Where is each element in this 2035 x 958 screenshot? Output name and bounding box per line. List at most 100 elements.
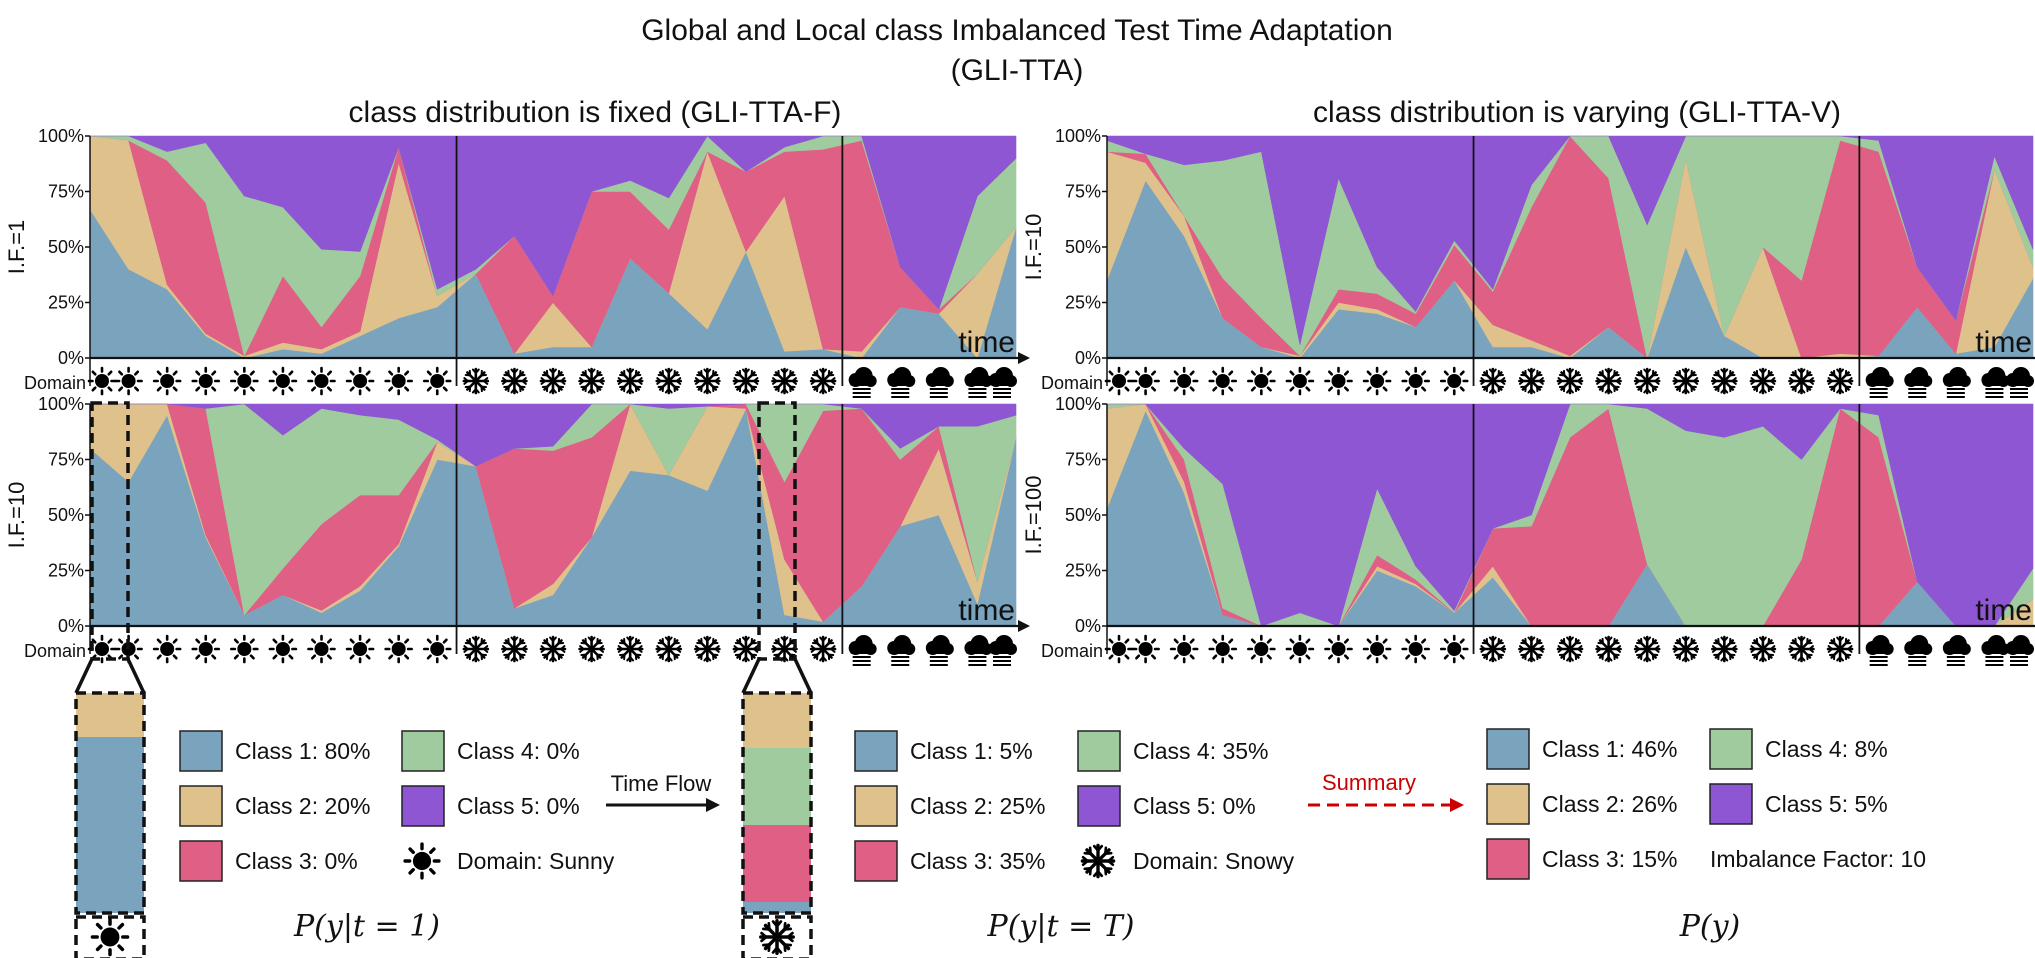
- snowflake-icon: [655, 367, 683, 395]
- snowflake-icon: [501, 635, 528, 663]
- rain-cloud-icon: [989, 635, 1017, 666]
- legend-swatch-c2: [179, 785, 223, 827]
- distribution-formula: P(y): [1679, 909, 1741, 944]
- zoom-bar-segment-c2: [743, 693, 811, 748]
- legend-legend_start: Class 1: 80% Class 2: 20% Class 3: 0% Class…: [179, 730, 615, 944]
- area-chart-tl: class distribution is fixed (GLI-TTA-F) 0…: [4, 96, 1030, 398]
- area-chart-br: 0% 25% 50% 75% 100% time I.F.=100 Domain: [1021, 394, 2035, 666]
- sun-icon: [384, 634, 413, 664]
- legend-domain-label: Domain: Sunny: [457, 848, 615, 874]
- snowflake-icon: [539, 635, 567, 663]
- x-axis-arrow: [1018, 620, 1030, 632]
- sun-icon: [1104, 366, 1134, 396]
- legend-swatch-c3: [179, 840, 223, 882]
- snowflake-icon: [1788, 635, 1815, 663]
- snowflake-icon: [771, 367, 798, 395]
- zoom-connector: [741, 658, 761, 694]
- y-tick-label: 50%: [1065, 237, 1101, 257]
- y-tick-label: 75%: [1065, 450, 1101, 470]
- rain-cloud-icon: [964, 367, 993, 398]
- sun-icon: [1285, 634, 1315, 664]
- sun-icon: [87, 366, 117, 396]
- snowflake-icon: [694, 367, 721, 395]
- sun-icon: [114, 366, 143, 396]
- y-tick-label: 75%: [48, 450, 84, 470]
- legend-label: Class 1: 46%: [1542, 736, 1678, 762]
- legend-swatch-c1: [179, 730, 223, 772]
- snowflake-icon: [1595, 635, 1622, 663]
- rain-cloud-icon: [1904, 367, 1933, 398]
- sun-icon: [152, 366, 182, 396]
- sun-icon: [307, 366, 336, 396]
- domain-row-label: Domain: [1041, 641, 1103, 661]
- rain-cloud-icon: [1942, 635, 1971, 666]
- legend-label: Class 3: 0%: [235, 848, 358, 874]
- sun-icon: [422, 366, 452, 396]
- sun-icon: [1285, 366, 1315, 396]
- sun-icon: [268, 366, 298, 396]
- legend-label: Class 4: 0%: [457, 738, 580, 764]
- distribution-formula: P(y|t = 1): [293, 909, 440, 944]
- sun-icon: [403, 842, 441, 880]
- snowflake-icon: [1633, 367, 1661, 395]
- legend-label: Class 5: 0%: [1133, 793, 1256, 819]
- legend-swatch-c4: [1077, 730, 1121, 772]
- sun-icon: [191, 634, 221, 664]
- legend-swatch-c2: [1486, 783, 1530, 825]
- zoom-connector: [793, 658, 813, 694]
- y-tick-label: 0%: [1075, 616, 1101, 636]
- snowflake-icon: [616, 367, 644, 395]
- legend-swatch-c5: [401, 785, 445, 827]
- sun-icon: [307, 634, 336, 664]
- zoom-bar-zoom_end: [741, 691, 813, 958]
- y-tick-label: 100%: [1055, 126, 1101, 146]
- legend-legend_end: Class 1: 5% Class 2: 25% Class 3: 35% Class…: [854, 730, 1295, 944]
- distribution-formula: P(y|t = T): [987, 909, 1135, 944]
- rain-cloud-icon: [2006, 635, 2034, 666]
- legend-label: Class 4: 8%: [1765, 736, 1888, 762]
- area-series-c5: [1106, 135, 2034, 345]
- summary-label: Summary: [1322, 770, 1416, 795]
- sun-icon: [1169, 366, 1199, 396]
- snowflake-icon: [1595, 367, 1622, 395]
- sun-icon: [1131, 366, 1160, 396]
- sun-icon: [90, 917, 130, 957]
- legend-swatch-c4: [401, 730, 445, 772]
- sun-icon: [230, 366, 259, 396]
- snowflake-icon: [462, 635, 490, 663]
- rain-cloud-icon: [1904, 635, 1933, 666]
- y-axis-label: I.F.=1: [4, 220, 29, 274]
- snowflake-icon: [694, 635, 721, 663]
- legend-label: Class 5: 5%: [1765, 791, 1888, 817]
- y-tick-label: 0%: [58, 348, 84, 368]
- time-axis-label: time: [1975, 326, 2032, 359]
- rain-cloud-icon: [887, 635, 916, 666]
- legend-swatch-c2: [854, 785, 898, 827]
- sun-icon: [1324, 366, 1353, 396]
- time-axis-label: time: [1975, 594, 2032, 627]
- snowflake-icon: [771, 635, 798, 663]
- legend-swatch-c5: [1709, 783, 1753, 825]
- y-tick-label: 25%: [1065, 293, 1101, 313]
- rain-cloud-icon: [1865, 635, 1894, 666]
- sun-icon: [191, 366, 221, 396]
- snowflake-icon: [1672, 367, 1700, 395]
- y-tick-label: 25%: [1065, 561, 1101, 581]
- snowflake-icon: [1556, 635, 1584, 663]
- y-tick-label: 75%: [48, 182, 84, 202]
- time-flow-arrowhead: [706, 798, 720, 812]
- figure-subtitle: (GLI-TTA): [951, 54, 1084, 87]
- sun-icon: [1208, 634, 1238, 664]
- rain-cloud-icon: [848, 367, 877, 398]
- zoom-bar-segment-c3: [743, 825, 811, 902]
- y-axis-label: I.F.=100: [1021, 476, 1046, 555]
- sun-icon: [384, 366, 413, 396]
- snowflake-icon: [759, 919, 795, 955]
- summary-arrowhead: [1450, 798, 1464, 812]
- sun-icon: [152, 634, 182, 664]
- sun-icon: [1401, 634, 1430, 664]
- zoom-bar-segment-c2: [76, 693, 144, 737]
- y-tick-label: 0%: [58, 616, 84, 636]
- sun-icon: [1208, 366, 1238, 396]
